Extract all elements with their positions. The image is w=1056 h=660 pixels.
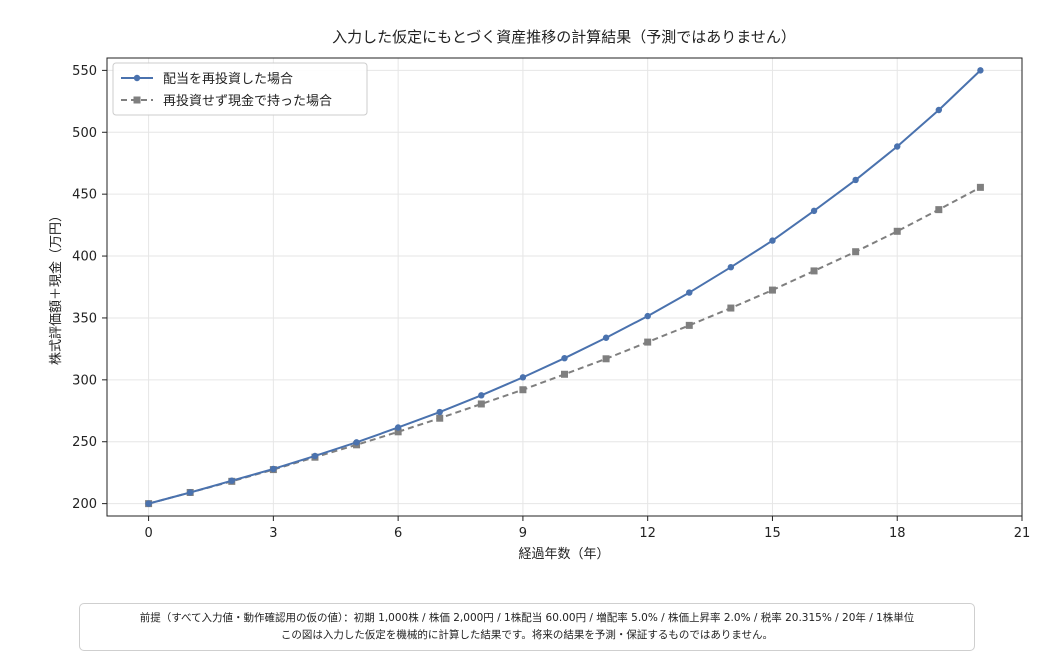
y-axis-label: 株式評価額＋現金（万円） [48, 209, 64, 365]
series-1-point [686, 289, 693, 296]
series-1-point [810, 207, 818, 215]
plot-area-frame [106, 57, 1023, 517]
series-2-point [852, 248, 860, 256]
series-1-point [436, 408, 443, 416]
series-1-point [353, 439, 360, 446]
assumptions-line: 前提（すべて入力値・動作確認用の仮の値）：初期 1,000株 / 株価 2,00… [139, 612, 915, 624]
series-1-point [394, 424, 402, 431]
series-2-point [436, 414, 444, 422]
line-chart: 入力した仮定にもとづく資産推移の計算結果（予測ではありません） 0 3 6 9 12 15… [48, 28, 1030, 562]
series-2-point [768, 286, 776, 294]
y-tick-label: 500 [72, 126, 97, 141]
legend-box [112, 62, 368, 116]
x-tick-label: 12 [639, 526, 656, 541]
axes: 0 3 6 9 12 15 18 21 200 250 300 350 400 450 500 550 [72, 64, 1030, 541]
chart-title: 入力した仮定にもとづく資産推移の計算結果（予測ではありません） [332, 28, 796, 46]
series-2-point [810, 267, 818, 275]
x-axis-label: 経過年数（年） [518, 547, 609, 562]
series-2-point [477, 400, 485, 408]
x-tick-label: 21 [1014, 526, 1031, 541]
series-1-point [852, 176, 859, 184]
disclaimer-line: この図は入力した仮定を機械的に計算した結果です。将来の結果を予測・保証するもので… [280, 629, 774, 641]
series-1 [145, 67, 984, 507]
series-2-point [976, 183, 984, 191]
grid-lines [107, 58, 1023, 516]
series-1-point [145, 500, 152, 507]
y-tick-label: 350 [72, 311, 97, 326]
series-1-point [935, 106, 943, 114]
series-1-point [519, 374, 527, 381]
series-1-point [894, 143, 901, 150]
series-1-point [186, 489, 194, 496]
series-1-point [311, 452, 319, 460]
series-1-point [977, 67, 984, 74]
series-1-point [769, 237, 776, 244]
assumptions-note: 前提（すべて入力値・動作確認用の仮の値）：初期 1,000株 / 株価 2,00… [79, 603, 975, 651]
series-1-point [228, 477, 235, 484]
series-1-point [727, 263, 735, 271]
series-2-point [727, 304, 735, 312]
series-group [145, 67, 984, 508]
legend-marker-2 [133, 96, 141, 104]
x-tick-label: 9 [519, 526, 527, 541]
series-1-point [644, 312, 651, 320]
series-2-point [685, 321, 693, 329]
series-2-point [935, 206, 943, 214]
legend-label-2: 再投資せず現金で持った場合 [163, 93, 332, 109]
x-tick-label: 6 [394, 526, 402, 541]
y-tick-label: 300 [72, 373, 97, 388]
series-1-point [602, 334, 610, 341]
series-2-point [602, 355, 610, 363]
legend-label-1: 配当を再投資した場合 [163, 71, 293, 87]
y-tick-label: 450 [72, 188, 97, 203]
y-tick-label: 200 [72, 497, 97, 512]
x-tick-label: 15 [764, 526, 781, 541]
series-2-point [561, 370, 568, 378]
x-tick-label: 18 [889, 526, 906, 541]
series-2-point [519, 386, 527, 394]
series-2 [145, 183, 984, 508]
x-tick-label: 0 [144, 526, 152, 541]
y-tick-label: 400 [72, 250, 97, 265]
series-1-point [270, 465, 277, 473]
x-tick-label: 3 [269, 526, 277, 541]
series-2-point [644, 338, 652, 346]
series-2-point [893, 227, 901, 235]
series-1-point [478, 392, 485, 399]
y-tick-label: 250 [72, 435, 97, 450]
series-2-point [394, 428, 402, 436]
series-1-point [561, 354, 568, 362]
legend-marker-1 [133, 74, 141, 82]
y-tick-label: 550 [72, 64, 97, 79]
